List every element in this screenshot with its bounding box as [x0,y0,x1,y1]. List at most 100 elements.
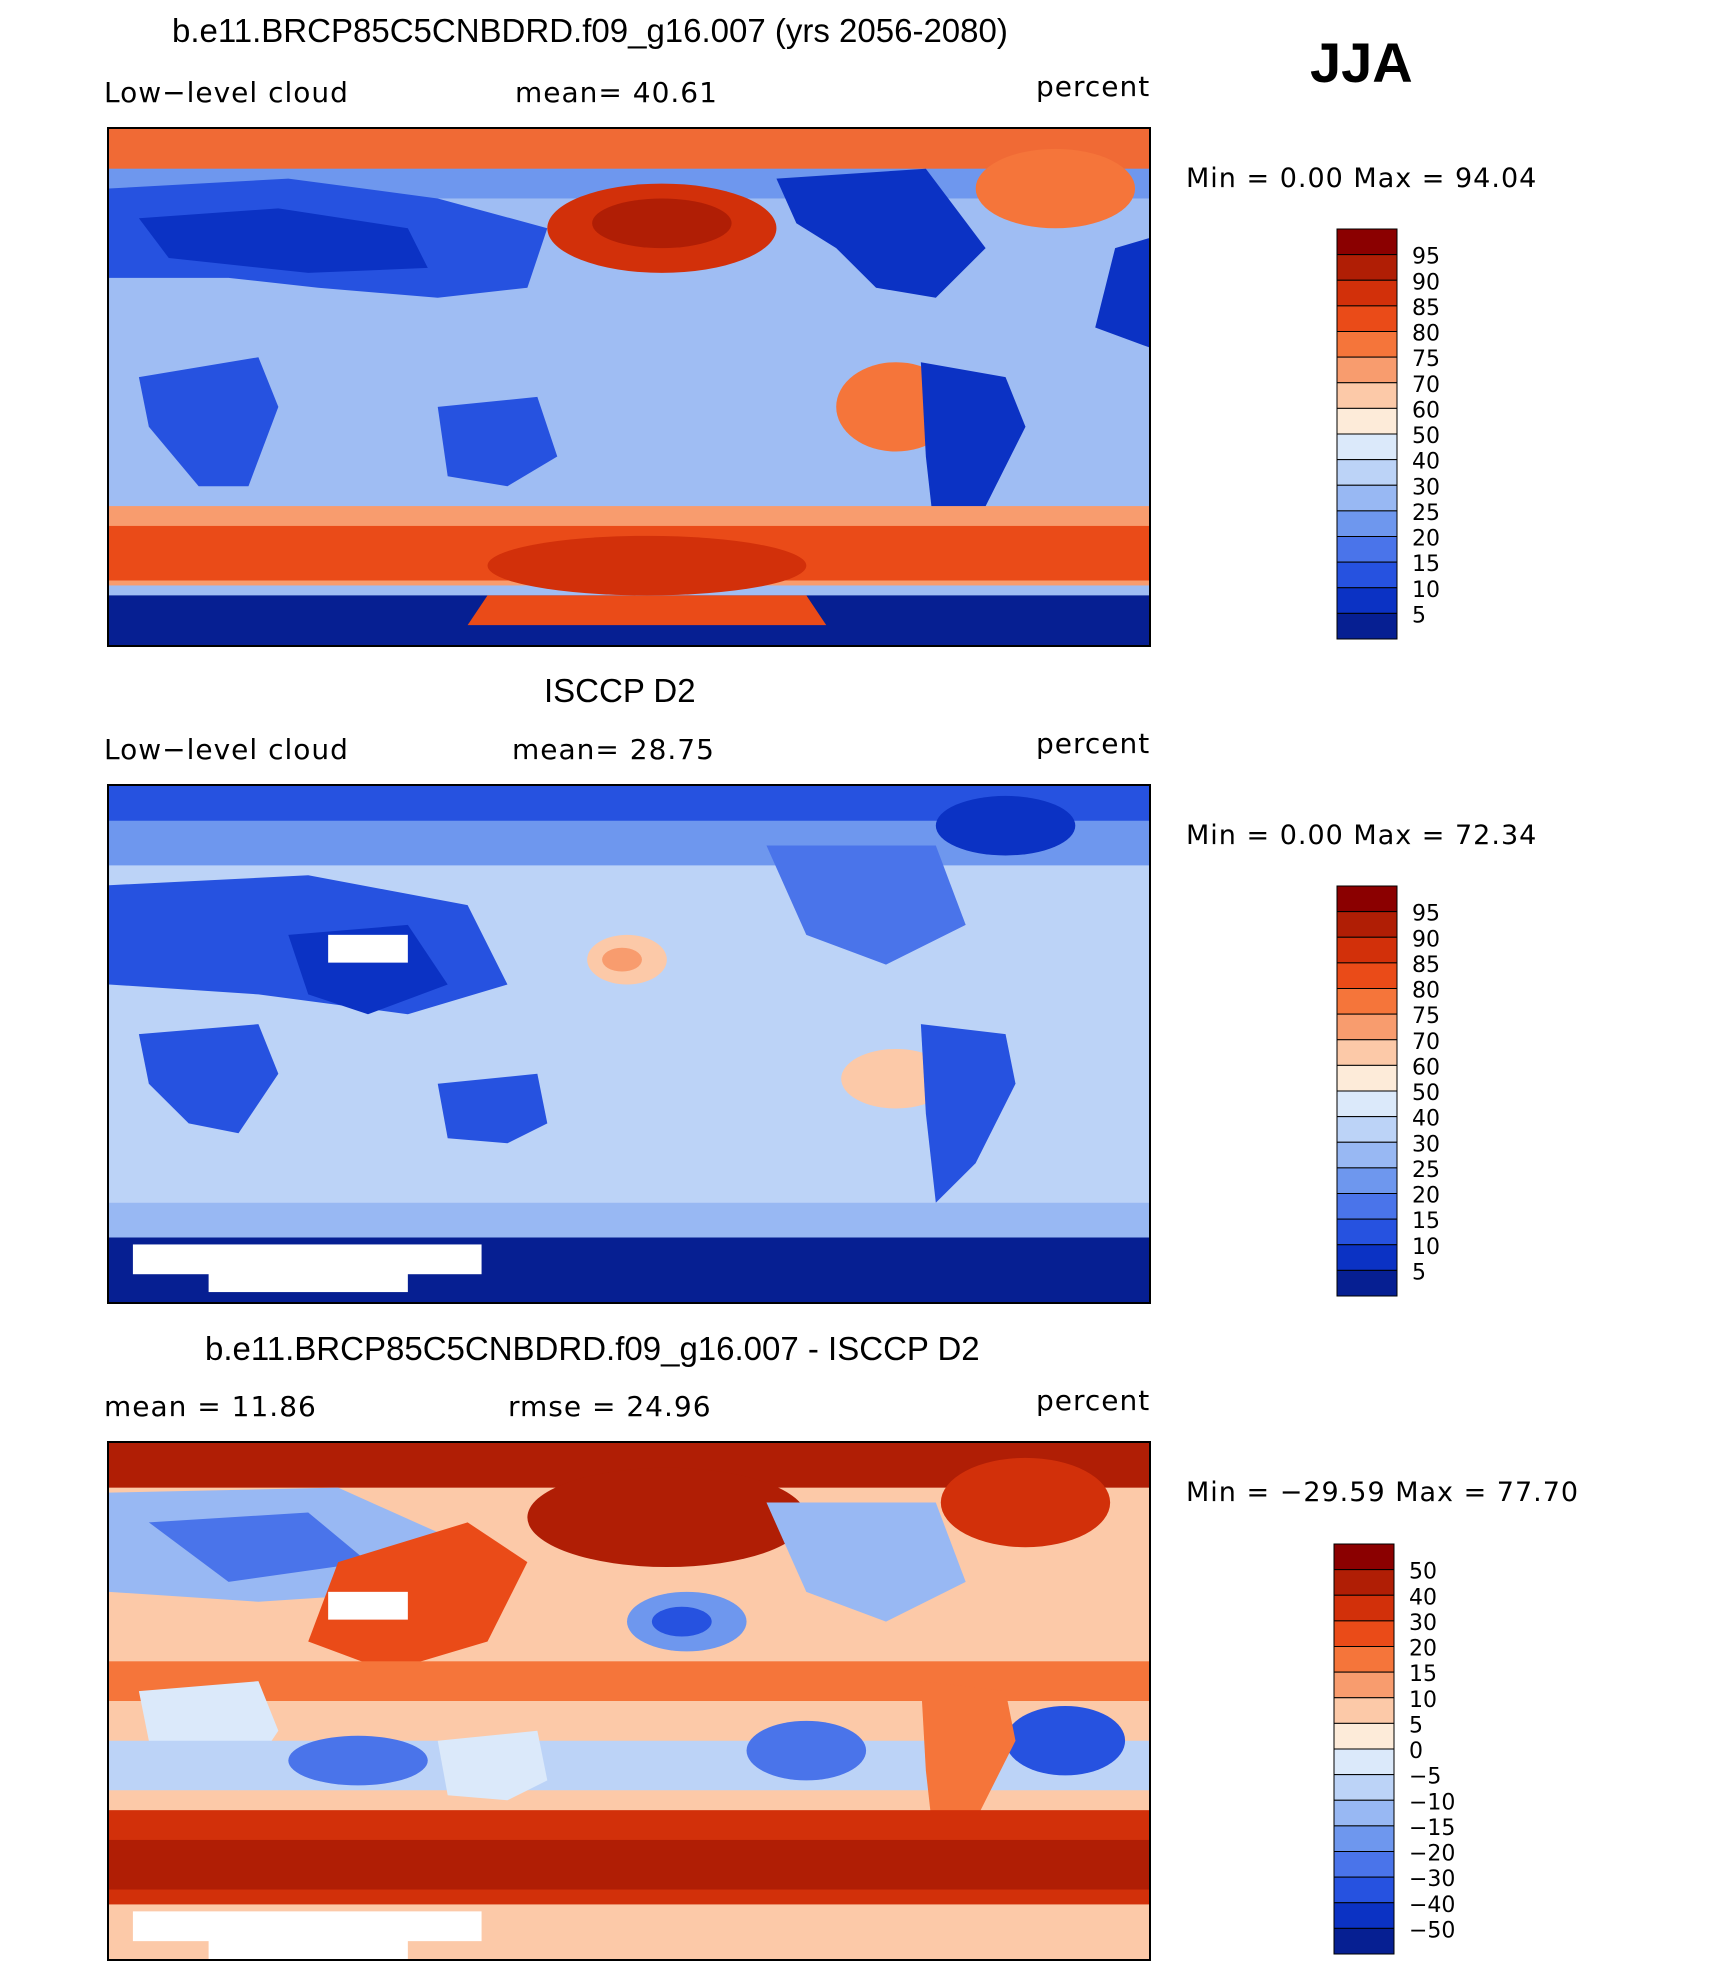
panel-2-variable-label: Low−level cloud [104,733,349,766]
colorbar-swatch [1336,962,1398,989]
colorbar-tick-label: −20 [1409,1842,1455,1867]
colorbar-tick-label: 95 [1412,245,1440,270]
panel-2-units-label: percent [1036,727,1151,760]
colorbar-swatch [1336,936,1398,964]
colorbar-tick-label: 5 [1412,603,1426,628]
colorbar-tick-label: 95 [1412,902,1440,927]
colorbar-tick-label: 60 [1412,1055,1440,1080]
panel-1-title: b.e11.BRCP85C5CNBDRD.f09_g16.007 (yrs 20… [172,12,1008,49]
colorbar-tick-label: 15 [1412,1209,1440,1234]
colorbar-tick-label: 40 [1409,1585,1437,1610]
panel-3-map-plot [109,1443,1149,1959]
colorbar-tick-label: 10 [1412,1235,1440,1260]
colorbar-swatch [1333,1876,1395,1904]
colorbar-swatch [1333,1774,1395,1801]
panel-1-variable-label: Low−level cloud [104,76,349,109]
colorbar-tick-label: 80 [1412,322,1440,347]
colorbar-tick-label: 50 [1412,424,1440,449]
colorbar-swatch [1333,1594,1395,1622]
colorbar-swatch [1333,1825,1395,1852]
colorbar-tick-label: 80 [1412,979,1440,1004]
colorbar-tick-label: 50 [1409,1560,1437,1585]
colorbar-swatch [1336,1244,1398,1271]
colorbar-swatch [1336,1141,1398,1169]
panel-2-map-plot [109,786,1149,1302]
colorbar-tick-label: 25 [1412,501,1440,526]
colorbar-swatch [1336,561,1398,589]
colorbar-swatch [1333,1646,1395,1673]
colorbar-swatch [1333,1799,1395,1827]
colorbar-swatch [1336,911,1398,938]
panel-1-units-label: percent [1036,70,1151,103]
panel-3-colorbar: 50 40 30 20 15 10 5 0 −5 −10 −15 −20 −30 −40 −50 [1333,1543,1563,1955]
colorbar-tick-label: 5 [1412,1260,1426,1285]
colorbar-swatch [1336,1116,1398,1143]
colorbar-tick-label: 25 [1412,1158,1440,1183]
colorbar-swatch [1336,1269,1398,1297]
panel-1-colorbar: 95 90 85 80 75 70 60 50 40 30 25 20 15 10 5 [1336,228,1566,640]
colorbar-tick-label: −50 [1409,1918,1455,1943]
panel-3-title: b.e11.BRCP85C5CNBDRD.f09_g16.007 - ISCCP… [205,1330,980,1367]
colorbar-swatch [1336,1013,1398,1041]
panel-2-colorbar: 95 90 85 80 75 70 60 50 40 30 25 20 15 10 5 [1336,885,1566,1297]
colorbar-swatch [1336,988,1398,1015]
colorbar-swatch [1336,331,1398,358]
colorbar-swatch [1336,305,1398,332]
colorbar-swatch [1336,1193,1398,1220]
colorbar-swatch [1336,1064,1398,1092]
colorbar-tick-label: 10 [1412,578,1440,603]
colorbar-tick-label: 20 [1412,527,1440,552]
colorbar-tick-label: 20 [1412,1184,1440,1209]
colorbar-tick-label: 0 [1409,1739,1423,1764]
colorbar-tick-label: −15 [1409,1816,1455,1841]
colorbar-swatch [1336,382,1398,409]
panel-1-map [107,127,1151,647]
colorbar-tick-label: −10 [1409,1790,1455,1815]
panel-3-units-label: percent [1036,1384,1151,1417]
colorbar-swatch [1336,254,1398,281]
panel-2-mean-label: mean= 28.75 [512,733,715,766]
colorbar-swatch [1333,1543,1395,1571]
colorbar-tick-label: 85 [1412,953,1440,978]
colorbar-swatch [1333,1851,1395,1878]
colorbar-tick-label: 10 [1409,1688,1437,1713]
panel-2-title: ISCCP D2 [544,672,696,709]
colorbar-tick-label: 30 [1409,1611,1437,1636]
colorbar-swatch [1336,1218,1398,1246]
colorbar-tick-label: 60 [1412,398,1440,423]
panel-2-minmax: Min = 0.00 Max = 72.34 [1186,820,1538,851]
colorbar-swatch [1336,1090,1398,1118]
colorbar-tick-label: −40 [1409,1893,1455,1918]
colorbar-tick-label: 40 [1412,1107,1440,1132]
colorbar-tick-label: 40 [1412,450,1440,475]
panel-1-minmax: Min = 0.00 Max = 94.04 [1186,163,1538,194]
colorbar-tick-label: 90 [1412,927,1440,952]
colorbar-swatch [1336,587,1398,614]
colorbar-swatch [1336,1167,1398,1194]
colorbar-swatch [1336,279,1398,307]
colorbar-tick-label: 15 [1412,552,1440,577]
colorbar-swatch [1336,228,1398,256]
colorbar-tick-label: 5 [1409,1713,1423,1738]
colorbar-swatch [1333,1902,1395,1929]
colorbar-swatch [1336,885,1398,913]
colorbar-tick-label: −5 [1409,1765,1441,1790]
panel-3-mean-label: mean = 11.86 [104,1390,317,1423]
colorbar-tick-label: 70 [1412,373,1440,398]
panel-3-rmse-label: rmse = 24.96 [508,1390,712,1423]
colorbar-tick-label: 50 [1412,1081,1440,1106]
colorbar-swatch [1336,459,1398,486]
colorbar-swatch [1336,433,1398,461]
colorbar-tick-label: 30 [1412,475,1440,500]
colorbar-tick-label: 15 [1409,1662,1437,1687]
colorbar-swatch [1333,1722,1395,1750]
colorbar-swatch [1336,356,1398,384]
colorbar-swatch [1336,407,1398,435]
colorbar-tick-label: 70 [1412,1030,1440,1055]
colorbar-swatch [1336,510,1398,537]
colorbar-swatch [1336,1039,1398,1066]
panel-1-mean-label: mean= 40.61 [515,76,718,109]
colorbar-swatch [1336,484,1398,512]
